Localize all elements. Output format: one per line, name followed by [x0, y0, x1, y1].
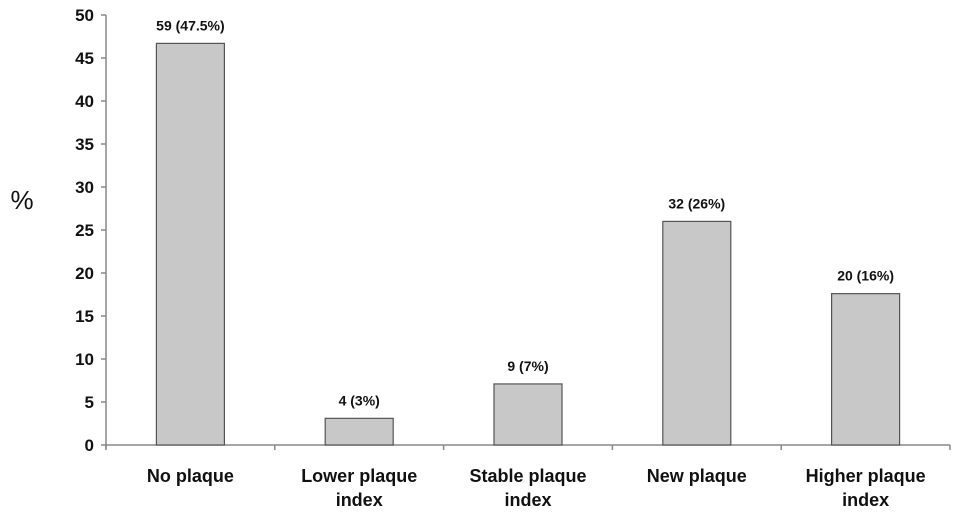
y-tick-label: 45 [75, 49, 94, 68]
y-axis-title: % [10, 185, 33, 215]
y-tick-label: 20 [75, 264, 94, 283]
y-tick-label: 40 [75, 92, 94, 111]
bar [493, 383, 563, 446]
y-tick-label: 15 [75, 307, 94, 326]
x-category-label: Higher plaque [806, 466, 926, 486]
x-category-label: Stable plaque [469, 466, 586, 486]
y-tick-label: 5 [85, 393, 94, 412]
bar [662, 220, 732, 446]
data-label: 20 (16%) [837, 268, 894, 284]
bar [324, 417, 394, 446]
y-tick-label: 30 [75, 178, 94, 197]
x-category-label: Lower plaque [301, 466, 417, 486]
data-label: 32 (26%) [668, 195, 725, 211]
x-category-label: index [842, 490, 889, 510]
y-tick-label: 10 [75, 350, 94, 369]
y-tick-label: 25 [75, 221, 94, 240]
bar [155, 42, 225, 446]
data-label: 9 (7%) [507, 358, 548, 374]
y-tick-label: 50 [75, 6, 94, 25]
x-category-label: index [336, 490, 383, 510]
y-tick-label: 0 [85, 436, 94, 455]
y-tick-label: 35 [75, 135, 94, 154]
data-label: 59 (47.5%) [156, 17, 224, 33]
data-label: 4 (3%) [339, 392, 380, 408]
x-category-label: No plaque [147, 466, 234, 486]
bar [830, 293, 901, 446]
x-category-label: index [504, 490, 551, 510]
x-category-label: New plaque [647, 466, 747, 486]
